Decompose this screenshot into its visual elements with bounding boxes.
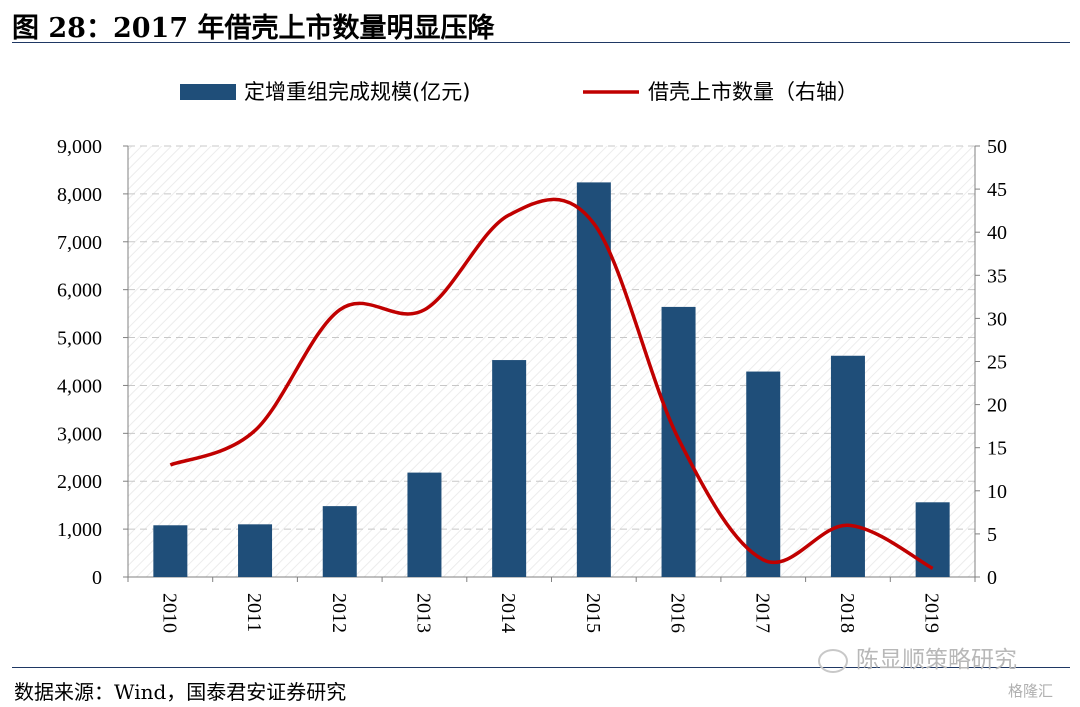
x-tick-label: 2016: [667, 593, 689, 633]
left-tick-label: 0: [92, 567, 102, 589]
bottom-rule: [12, 667, 1070, 668]
bar-series: [153, 182, 950, 577]
bar: [407, 472, 442, 577]
right-tick-label: 35: [987, 265, 1007, 287]
left-tick-label: 3,000: [57, 423, 102, 445]
bar: [746, 371, 781, 577]
wechat-icon: [818, 648, 848, 673]
legend-bar-label: 定增重组完成规模(亿元): [244, 80, 470, 104]
left-tick-label: 1,000: [57, 519, 102, 541]
x-tick-label: 2011: [243, 593, 265, 632]
right-tick-label: 10: [987, 481, 1007, 503]
left-axis-ticks: 0 1,000 2,000 3,000 4,000 5,000 6,000 7,000 8,00…: [57, 136, 128, 589]
left-tick-label: 5,000: [57, 328, 102, 350]
bar: [915, 502, 950, 577]
right-tick-label: 5: [987, 524, 997, 546]
x-tick-label: 2012: [328, 593, 350, 633]
right-tick-label: 50: [987, 136, 1007, 158]
watermark-2: 格隆汇: [1008, 682, 1054, 700]
left-tick-label: 6,000: [57, 280, 102, 302]
x-tick-label: 2015: [582, 593, 604, 633]
bar: [830, 355, 865, 577]
x-tick-label: 2017: [751, 593, 773, 633]
source-note: 数据来源：Wind，国泰君安证券研究: [14, 680, 347, 704]
right-tick-label: 0: [987, 567, 997, 589]
chart: 0 1,000 2,000 3,000 4,000 5,000 6,000 7,000 8,00…: [57, 80, 1007, 633]
right-axis-ticks: 0 5 10 15 20 25 30 35 40 45 50: [975, 136, 1007, 589]
x-tick-label: 2019: [921, 593, 943, 633]
left-tick-label: 9,000: [57, 136, 102, 158]
bar: [492, 360, 527, 577]
bar: [322, 506, 357, 577]
x-tick-label: 2014: [497, 593, 519, 633]
left-tick-label: 8,000: [57, 184, 102, 206]
watermark-text: 陈显顺策略研究: [856, 647, 1017, 673]
x-tick-label: 2013: [412, 593, 434, 633]
x-tick-label: 2010: [158, 593, 180, 633]
x-axis-ticks: 2010 2011 2012 2013 2014 2015 2016 2017 2018 2019: [127, 577, 976, 633]
watermark: 陈显顺策略研究: [818, 640, 1017, 674]
left-tick-label: 7,000: [57, 232, 102, 254]
right-tick-label: 30: [987, 308, 1007, 330]
legend-bar-swatch: [180, 84, 236, 100]
left-tick-label: 4,000: [57, 375, 102, 397]
figure-title: 图 28：2017 年借壳上市数量明显压降: [12, 13, 495, 44]
right-tick-label: 40: [987, 222, 1007, 244]
top-rule: [12, 42, 1070, 43]
bar: [238, 524, 273, 577]
bar: [153, 525, 188, 577]
bar: [576, 182, 611, 577]
gridlines: [128, 145, 975, 530]
line-series: [169, 197, 934, 570]
right-tick-label: 15: [987, 438, 1007, 460]
legend: 定增重组完成规模(亿元) 借壳上市数量（右轴）: [180, 80, 858, 104]
left-tick-label: 2,000: [57, 471, 102, 493]
right-tick-label: 45: [987, 179, 1007, 201]
x-tick-label: 2018: [836, 593, 858, 633]
legend-line-label: 借壳上市数量（右轴）: [648, 80, 858, 104]
right-tick-label: 20: [987, 395, 1007, 417]
right-tick-label: 25: [987, 352, 1007, 374]
